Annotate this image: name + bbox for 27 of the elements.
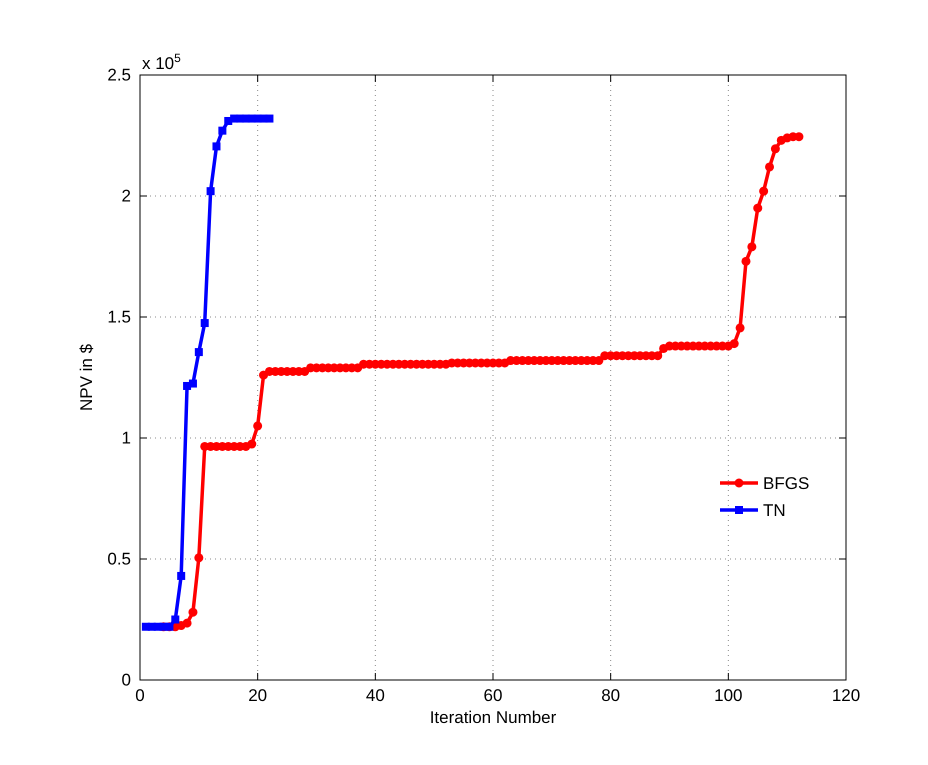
y-tick-label: 2.5 [107, 65, 131, 84]
point [194, 348, 203, 356]
x-tick-label: 60 [484, 686, 502, 706]
text: x 10$^{5}$ [142, 51, 182, 73]
point [206, 187, 215, 196]
x-tick-label: 40 [366, 686, 385, 706]
x-tick-label: 120 [832, 686, 860, 706]
point [218, 126, 226, 135]
y-tick-label: 2 [122, 186, 131, 206]
point [265, 114, 274, 123]
x-tick-label: 20 [248, 686, 268, 706]
x-tick-label: 0 [135, 686, 145, 706]
point [212, 142, 220, 150]
point [171, 616, 180, 624]
legend-label: TN [763, 501, 786, 520]
x-tick-label: 100 [714, 686, 743, 706]
y-tick-label: 1.5 [107, 307, 131, 326]
y-axis-title: NPV in $ [77, 343, 96, 412]
y-tick-label: 0.5 [107, 549, 131, 568]
y-tick-label: 0 [122, 670, 131, 690]
x-tick-label: 80 [601, 686, 620, 706]
point [188, 380, 197, 388]
x-axis-title: Iteration Number [430, 708, 557, 727]
legend-label: BFGS [763, 474, 810, 493]
point [177, 572, 186, 580]
point [200, 319, 209, 328]
y-tick-label: 1 [122, 428, 131, 448]
